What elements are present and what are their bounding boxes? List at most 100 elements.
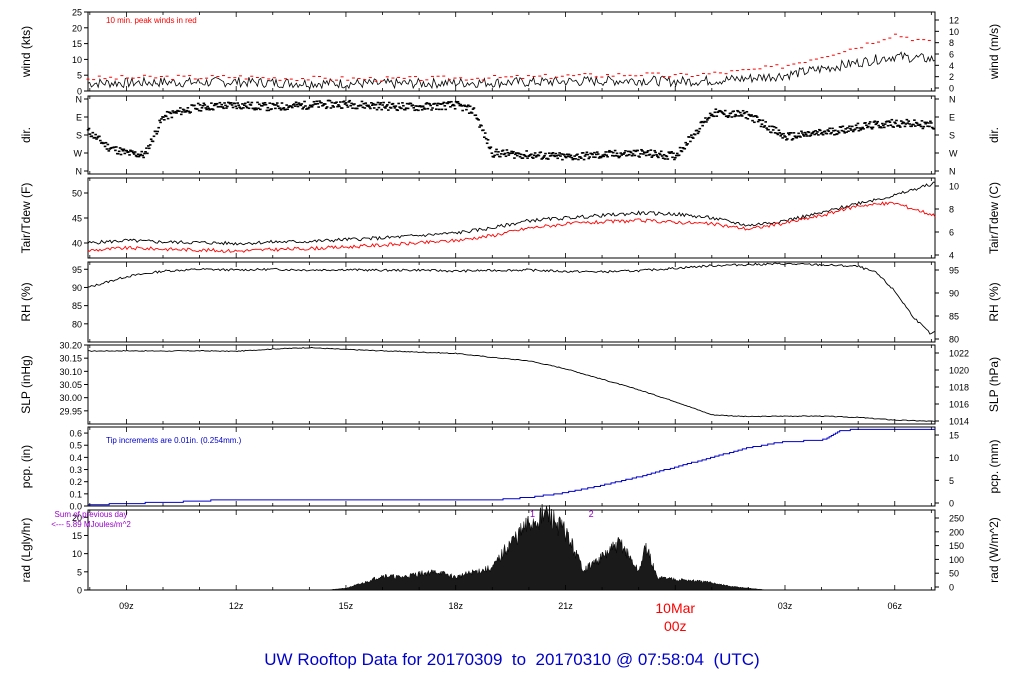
y-right-tick-label: 85 — [949, 312, 959, 322]
direction-mark — [669, 152, 672, 154]
direction-mark — [741, 109, 745, 112]
direction-mark — [521, 157, 525, 159]
direction-mark — [347, 101, 351, 103]
direction-mark — [422, 107, 426, 109]
direction-mark — [667, 151, 671, 153]
series-dewpoint — [87, 201, 936, 253]
direction-mark — [925, 121, 928, 124]
direction-mark — [320, 101, 323, 104]
direction-mark — [707, 116, 711, 119]
x-tick-label: 15z — [339, 601, 354, 611]
direction-mark — [371, 104, 374, 107]
series-solar-radiation — [327, 503, 767, 591]
direction-mark — [595, 153, 598, 156]
direction-mark — [467, 112, 471, 114]
direction-mark — [573, 155, 576, 157]
direction-mark — [226, 105, 229, 108]
direction-mark — [817, 134, 820, 136]
direction-mark — [452, 104, 456, 107]
direction-mark — [186, 107, 190, 109]
direction-mark — [235, 107, 239, 110]
direction-mark — [507, 154, 511, 156]
direction-mark — [886, 124, 890, 127]
direction-mark — [839, 126, 843, 129]
direction-mark — [531, 157, 535, 159]
direction-mark — [412, 106, 416, 109]
y-axis-label-right: dir. — [987, 127, 1001, 143]
direction-mark — [402, 104, 405, 107]
direction-mark — [786, 138, 789, 140]
direction-mark — [93, 136, 96, 139]
direction-mark — [387, 109, 390, 111]
direction-mark — [525, 150, 528, 152]
direction-mark — [212, 104, 216, 107]
y-right-tick-label: 12 — [949, 16, 959, 26]
direction-mark — [758, 119, 762, 122]
direction-mark — [558, 152, 561, 154]
direction-mark — [835, 133, 839, 135]
direction-mark — [383, 106, 386, 108]
y-left-tick-label: 30.05 — [59, 380, 82, 390]
direction-mark — [344, 102, 348, 104]
direction-mark — [397, 102, 400, 105]
direction-mark — [581, 151, 585, 154]
direction-mark — [893, 121, 896, 124]
series-peak-winds — [86, 33, 931, 82]
direction-mark — [440, 108, 444, 111]
direction-mark — [544, 152, 547, 155]
direction-mark — [504, 155, 508, 158]
direction-mark — [162, 116, 165, 118]
series-wind-direction — [86, 99, 936, 161]
direction-mark — [885, 120, 889, 123]
direction-mark — [245, 106, 249, 109]
direction-mark — [770, 125, 774, 128]
direction-mark — [861, 126, 864, 129]
direction-mark — [381, 104, 384, 106]
direction-mark — [369, 107, 372, 110]
direction-mark — [646, 150, 650, 152]
direction-mark — [793, 135, 797, 137]
direction-mark — [932, 128, 936, 130]
y-left-tick-label: 0.0 — [69, 502, 82, 512]
direction-mark — [278, 107, 282, 109]
direction-mark — [706, 119, 709, 121]
direction-mark — [698, 127, 702, 130]
direction-mark — [905, 118, 909, 121]
direction-mark — [122, 148, 126, 151]
direction-mark — [701, 124, 704, 127]
panel-frame — [87, 95, 936, 175]
direction-mark — [656, 155, 659, 158]
rad-marker-1: 1 — [530, 509, 535, 519]
y-left-tick-label: 0 — [77, 586, 82, 596]
panel-frame — [87, 261, 936, 343]
y-left-tick-label: 0.4 — [69, 453, 82, 463]
direction-mark — [883, 123, 887, 125]
direction-mark — [496, 153, 499, 156]
direction-mark — [761, 119, 765, 122]
direction-mark — [697, 130, 701, 133]
direction-mark — [704, 117, 707, 119]
direction-mark — [579, 156, 582, 158]
direction-mark — [850, 125, 854, 128]
direction-mark — [607, 151, 610, 153]
direction-mark — [677, 154, 681, 157]
direction-mark — [91, 131, 95, 134]
direction-mark — [90, 135, 94, 137]
direction-mark — [497, 151, 500, 153]
direction-mark — [453, 107, 457, 110]
direction-mark — [633, 154, 637, 157]
direction-mark — [834, 129, 837, 132]
direction-mark — [156, 130, 160, 133]
direction-mark — [915, 122, 919, 125]
direction-mark — [322, 104, 325, 106]
direction-mark — [140, 150, 144, 153]
direction-mark — [855, 126, 859, 129]
direction-mark — [249, 104, 253, 106]
direction-mark — [673, 158, 676, 161]
pcp-annotation: Tip increments are 0.01in. (0.254mm.) — [106, 436, 242, 445]
direction-mark — [872, 121, 876, 123]
direction-mark — [116, 152, 120, 155]
direction-mark — [499, 153, 503, 155]
direction-mark — [912, 123, 915, 126]
direction-mark — [348, 99, 352, 102]
